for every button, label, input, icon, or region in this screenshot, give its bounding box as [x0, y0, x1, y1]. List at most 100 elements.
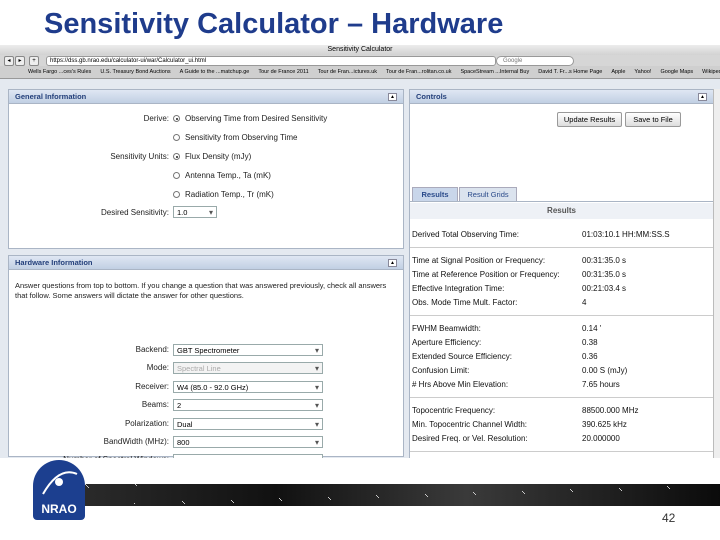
- radio-button[interactable]: [173, 134, 180, 141]
- star: [328, 497, 329, 498]
- results-title: Results: [410, 203, 713, 219]
- field-label: Beams:: [141, 400, 169, 410]
- bookmark[interactable]: Yahoo!: [634, 69, 652, 75]
- field-label: Backend:: [135, 345, 169, 354]
- search-box[interactable]: Google: [496, 56, 574, 66]
- add-button[interactable]: +: [29, 56, 39, 66]
- field-label: Polarization:: [124, 418, 169, 428]
- star: [571, 490, 572, 491]
- page-number: 42: [662, 511, 676, 525]
- bookmark[interactable]: Tour de Fran...ictures.uk: [317, 69, 378, 75]
- result-value: 0.36: [582, 352, 598, 361]
- result-label: Desired Freq. or Vel. Resolution:: [412, 434, 528, 443]
- forward-button[interactable]: ▸: [15, 56, 25, 66]
- slide-title: Sensitivity Calculator – Hardware: [44, 8, 504, 40]
- star: [88, 487, 89, 488]
- star: [475, 494, 476, 495]
- field-label: Desired Sensitivity:: [100, 208, 169, 217]
- star: [184, 503, 185, 504]
- result-value: 88500.000 MHz: [582, 406, 639, 415]
- button[interactable]: Update Results: [557, 112, 622, 127]
- select[interactable]: 2: [173, 399, 323, 412]
- separator: [410, 247, 713, 248]
- collapse-button[interactable]: ▲: [388, 93, 397, 101]
- star: [135, 484, 136, 485]
- star: [182, 501, 183, 502]
- bookmark[interactable]: SpaceStream ...Internal Buy: [460, 69, 530, 75]
- star: [523, 492, 524, 493]
- star: [570, 489, 571, 490]
- button[interactable]: Save to File: [625, 112, 681, 127]
- select[interactable]: W4 (85.0 - 92.0 GHz): [173, 380, 323, 394]
- radio-button[interactable]: [173, 172, 180, 179]
- star: [232, 501, 233, 502]
- star: [522, 491, 523, 492]
- star: [87, 486, 88, 487]
- star: [572, 491, 573, 492]
- tab[interactable]: Result Grids: [459, 187, 517, 201]
- hardware-panel: Hardware Information ▲ Answer questions …: [8, 255, 404, 458]
- separator: [410, 397, 713, 398]
- window-title: Sensitivity Calculator: [0, 45, 720, 55]
- footer-band: [85, 484, 720, 506]
- select[interactable]: Dual: [173, 417, 323, 431]
- radio-button[interactable]: [173, 115, 180, 122]
- collapse-button[interactable]: ▲: [388, 259, 397, 267]
- browser-window: Sensitivity Calculator ◂ ▸ + https://dss…: [0, 45, 720, 458]
- result-value: 7.65 hours: [582, 380, 620, 389]
- text-input[interactable]: 1.0: [173, 206, 217, 219]
- radio-button[interactable]: [173, 191, 180, 198]
- star: [279, 498, 280, 499]
- star: [524, 493, 525, 494]
- field-label: BandWidth (MHz):: [103, 437, 169, 446]
- result-value: 0.00 S (mJy): [582, 366, 628, 375]
- result-label: Confusion Limit:: [412, 366, 470, 375]
- result-label: Effective Integration Time:: [412, 284, 505, 293]
- result-label: Aperture Efficiency:: [412, 338, 482, 347]
- result-label: Derived Total Observing Time:: [412, 230, 520, 239]
- star: [280, 499, 281, 500]
- select: Spectral Line: [173, 362, 323, 375]
- radio-label: Antenna Temp., Ta (mK): [185, 171, 271, 180]
- star: [86, 485, 87, 486]
- radio-button[interactable]: [173, 153, 180, 160]
- star: [427, 496, 428, 497]
- bookmark[interactable]: Tour de France 2011: [258, 69, 309, 75]
- result-value: 00:21:03.4 s: [582, 284, 627, 293]
- result-label: # Hrs Above Min Elevation:: [412, 380, 509, 389]
- logo-text: NRAO: [41, 502, 77, 516]
- result-value: 20.000000: [582, 434, 620, 443]
- bookmark[interactable]: Wells Fargo ...ces's Rules: [28, 69, 92, 75]
- star: [669, 488, 670, 489]
- bookmark[interactable]: U.S. Treasury Bond Auctions: [100, 69, 171, 75]
- result-value: 00:31:35.0 s: [582, 256, 627, 265]
- select[interactable]: 800: [173, 436, 323, 449]
- url-bar[interactable]: https://dss.gb.nrao.edu/calculator-ui/wa…: [46, 56, 496, 66]
- star: [474, 493, 475, 494]
- bookmark[interactable]: Tour de Fran...rolitan.co.uk: [386, 69, 452, 75]
- bookmark[interactable]: David T. Fr...s Home Page: [538, 69, 603, 75]
- collapse-button[interactable]: ▲: [698, 93, 707, 101]
- result-value: 0.38: [582, 338, 598, 347]
- select[interactable]: 2: [173, 454, 323, 458]
- field-label: Mode:: [146, 363, 169, 373]
- radio-label: Sensitivity from Observing Time: [185, 133, 298, 142]
- result-label: Obs. Mode Time Mult. Factor:: [412, 298, 518, 307]
- bookmark[interactable]: Apple: [611, 69, 626, 75]
- scrollbar[interactable]: [713, 89, 720, 458]
- star: [183, 502, 184, 503]
- star: [136, 485, 137, 486]
- select[interactable]: GBT Spectrometer: [173, 344, 323, 357]
- star: [378, 497, 379, 498]
- bookmark[interactable]: Google Maps: [660, 69, 694, 75]
- result-value: 4: [582, 298, 587, 307]
- result-value: 390.625 kHz: [582, 420, 627, 429]
- back-button[interactable]: ◂: [4, 56, 14, 66]
- logo-graphic: [42, 471, 78, 495]
- bookmark[interactable]: A Guide to the ...matchup.ge: [179, 69, 250, 75]
- tab-line: [410, 201, 713, 202]
- result-label: Extended Source Efficiency:: [412, 352, 512, 361]
- bookmark[interactable]: Wikipedia: [702, 69, 720, 75]
- tab[interactable]: Results: [412, 187, 458, 201]
